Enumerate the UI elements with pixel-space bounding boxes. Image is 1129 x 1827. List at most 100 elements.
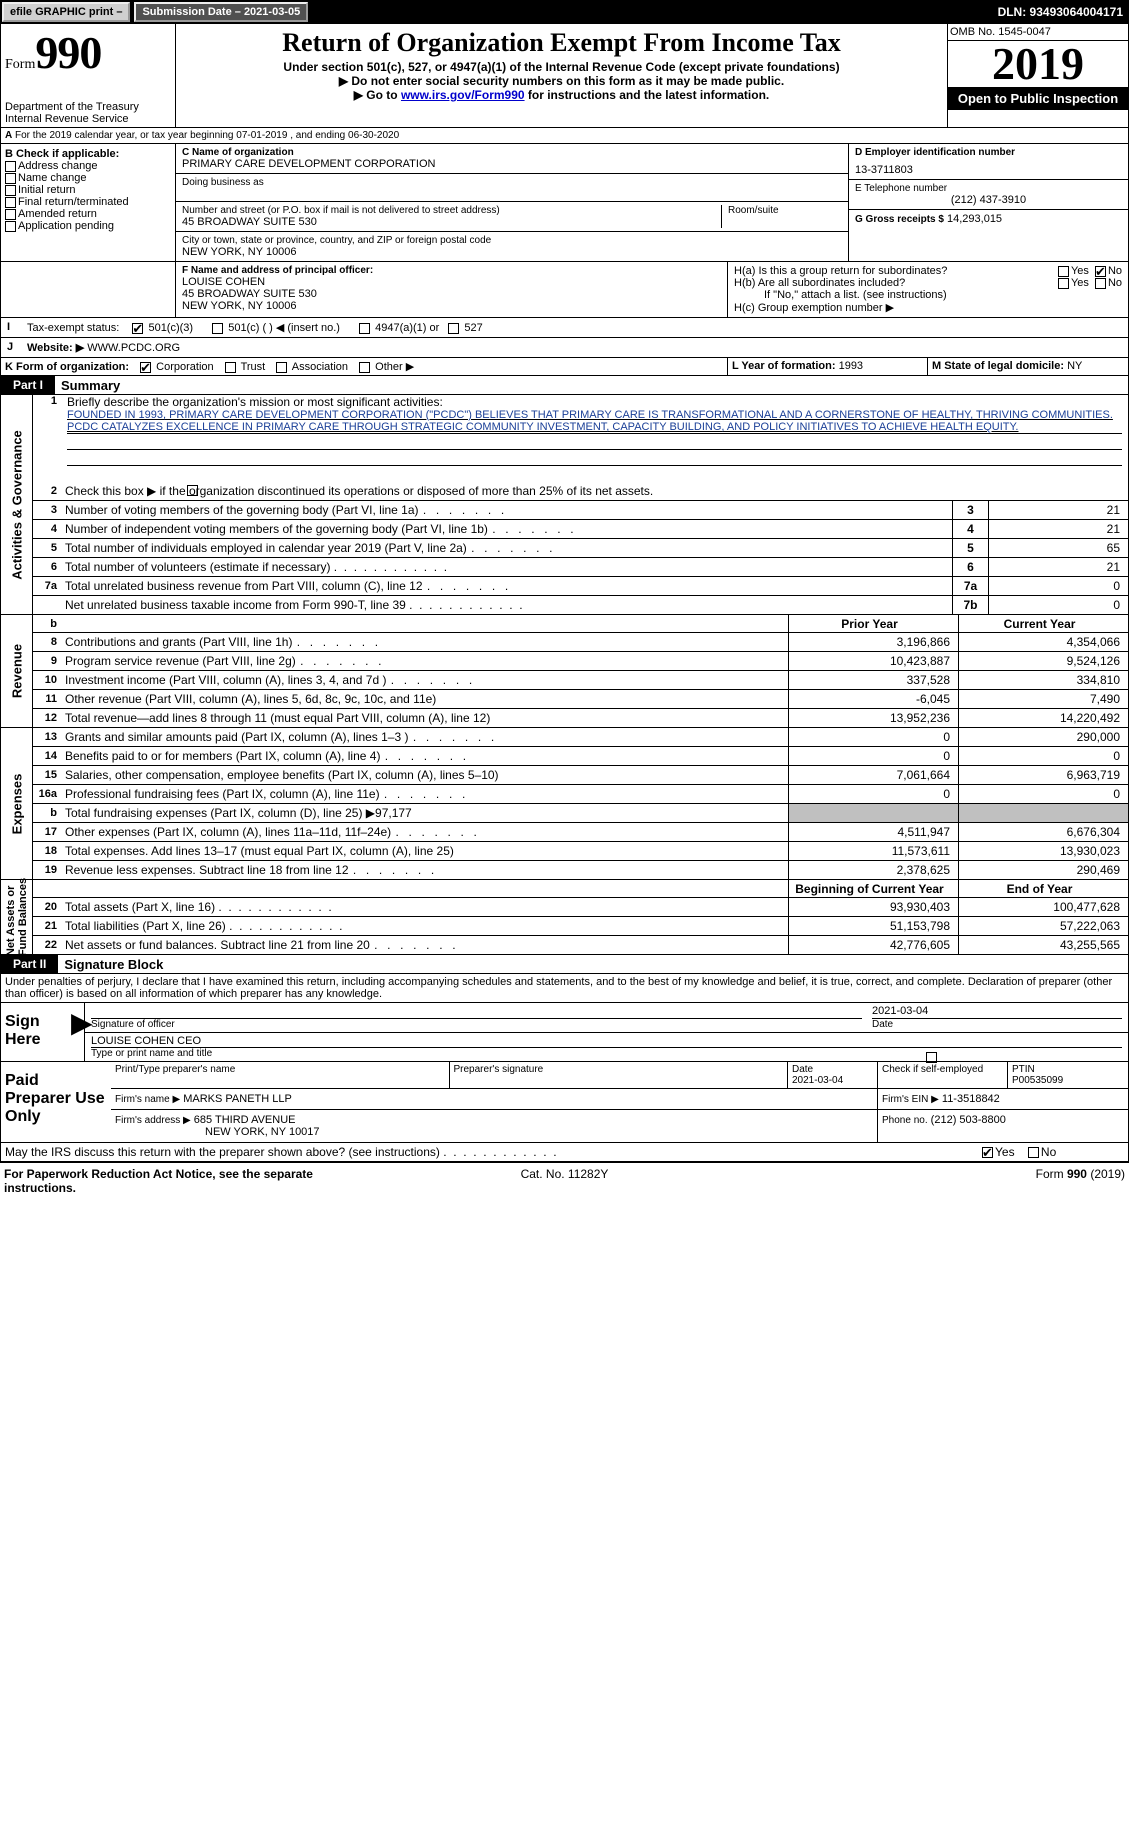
l7b-value: 0 [988,596,1128,614]
street-label: Number and street (or P.O. box if mail i… [182,205,721,216]
form-word: Form [5,57,35,72]
hb-note: If "No," attach a list. (see instruction… [734,289,1122,301]
chk-501c[interactable] [212,323,223,334]
chk-501c3[interactable] [132,323,143,334]
a-text: For the 2019 calendar year, or tax year … [15,130,399,141]
gross-receipts: 14,293,015 [947,213,1002,225]
chk-hb-no[interactable] [1095,278,1106,289]
l1-label: Briefly describe the organization's miss… [67,395,1122,409]
chk-self-employed[interactable] [926,1052,937,1063]
revenue-section: Revenue bPrior YearCurrent Year 8Contrib… [0,615,1129,728]
side-netassets: Net Assets orFund Balances [1,880,33,954]
form990-link[interactable]: www.irs.gov/Form990 [401,88,525,102]
print-name-label: Print/Type preparer's name [111,1062,450,1088]
beg-year-hdr: Beginning of Current Year [788,880,958,897]
k-label: K Form of organization: [5,361,129,373]
opt-name-change: Name change [18,172,87,184]
l14-text: Benefits paid to or for members (Part IX… [61,747,788,765]
discuss-text: May the IRS discuss this return with the… [5,1145,557,1159]
l12-text: Total revenue—add lines 8 through 11 (mu… [61,709,788,727]
chk-discuss-yes[interactable] [982,1147,993,1158]
sign-arrow-icon: ▶ [71,1003,85,1061]
part2-header: Part II Signature Block [0,955,1129,974]
chk-initial-return[interactable] [5,185,16,196]
opt-amended-return: Amended return [18,208,97,220]
l12-curr: 14,220,492 [958,709,1128,727]
l16b-prior-shade [788,804,958,822]
l10-prior: 337,528 [788,671,958,689]
d-label: D Employer identification number [855,147,1122,158]
chk-ha-no[interactable] [1095,266,1106,277]
phone-value: (212) 437-3910 [855,194,1122,206]
l6-text: Total number of volunteers (estimate if … [61,558,952,576]
firm-ein-label: Firm's EIN ▶ [882,1094,939,1105]
l-label: L Year of formation: [732,360,836,372]
side-activities: Activities & Governance [1,395,33,614]
chk-527[interactable] [448,323,459,334]
prep-sig-label: Preparer's signature [450,1062,789,1088]
efile-graphic-print-button[interactable]: efile GRAPHIC print – [2,2,130,22]
opt-4947: 4947(a)(1) or [375,322,439,334]
l15-curr: 6,963,719 [958,766,1128,784]
l13-prior: 0 [788,728,958,746]
l17-text: Other expenses (Part IX, column (A), lin… [61,823,788,841]
mission-text: FOUNDED IN 1993, PRIMARY CARE DEVELOPMEN… [67,409,1122,434]
chk-address-change[interactable] [5,161,16,172]
l19-prior: 2,378,625 [788,861,958,879]
street-value: 45 BROADWAY SUITE 530 [182,216,721,228]
chk-other[interactable] [359,362,370,373]
part1-header: Part I Summary [0,376,1129,395]
chk-name-change[interactable] [5,173,16,184]
l21-end: 57,222,063 [958,917,1128,935]
chk-discuss-no[interactable] [1028,1147,1039,1158]
chk-hb-yes[interactable] [1058,278,1069,289]
l4-value: 21 [988,520,1128,538]
l7b-text: Net unrelated business taxable income fr… [61,596,952,614]
l11-text: Other revenue (Part VIII, column (A), li… [61,690,788,708]
hc-text: H(c) Group exemption number ▶ [734,301,1122,314]
chk-ha-yes[interactable] [1058,266,1069,277]
l18-prior: 11,573,611 [788,842,958,860]
end-year-hdr: End of Year [958,880,1128,897]
submission-date-button[interactable]: Submission Date – 2021-03-05 [134,2,308,22]
l13-text: Grants and similar amounts paid (Part IX… [61,728,788,746]
netassets-section: Net Assets orFund Balances Beginning of … [0,880,1129,955]
l16b-text: Total fundraising expenses (Part IX, col… [61,804,788,822]
a-prefix: A [5,130,12,141]
chk-trust[interactable] [225,362,236,373]
city-label: City or town, state or province, country… [182,235,842,246]
l13-curr: 290,000 [958,728,1128,746]
part2-label: Part II [1,955,58,973]
chk-application-pending[interactable] [5,221,16,232]
l21-text: Total liabilities (Part X, line 26) [61,917,788,935]
discuss-no: No [1041,1145,1056,1159]
l5-text: Total number of individuals employed in … [61,539,952,557]
l10-curr: 334,810 [958,671,1128,689]
officer-addr1: 45 BROADWAY SUITE 530 [182,288,721,300]
l2-text: Check this box ▶ if the organization dis… [65,484,653,498]
opt-527: 527 [464,322,482,334]
chk-amended-return[interactable] [5,209,16,220]
cat-no: Cat. No. 11282Y [378,1167,752,1195]
chk-corporation[interactable] [140,362,151,373]
chk-final-return[interactable] [5,197,16,208]
opt-corp: Corporation [156,361,213,373]
klm-row: K Form of organization: Corporation Trus… [0,358,1129,376]
m-label: M State of legal domicile: [932,360,1064,372]
firm-addr: 685 THIRD AVENUE [194,1114,296,1126]
website-row: J Website: ▶ WWW.PCDC.ORG [0,338,1129,358]
chk-discontinued[interactable] [187,485,198,496]
opt-501c: 501(c) ( ) ◀ (insert no.) [228,322,340,334]
ein-value: 13-3711803 [855,158,1122,176]
l16b-curr-shade [958,804,1128,822]
page-footer: For Paperwork Reduction Act Notice, see … [0,1162,1129,1199]
l8-curr: 4,354,066 [958,633,1128,651]
opt-final-return: Final return/terminated [18,196,129,208]
sig-date-value: 2021-03-04 [872,1005,1122,1019]
chk-4947[interactable] [359,323,370,334]
chk-association[interactable] [276,362,287,373]
l15-text: Salaries, other compensation, employee b… [61,766,788,784]
section-c: C Name of organization PRIMARY CARE DEVE… [176,144,848,261]
opt-application-pending: Application pending [18,220,114,232]
l14-curr: 0 [958,747,1128,765]
